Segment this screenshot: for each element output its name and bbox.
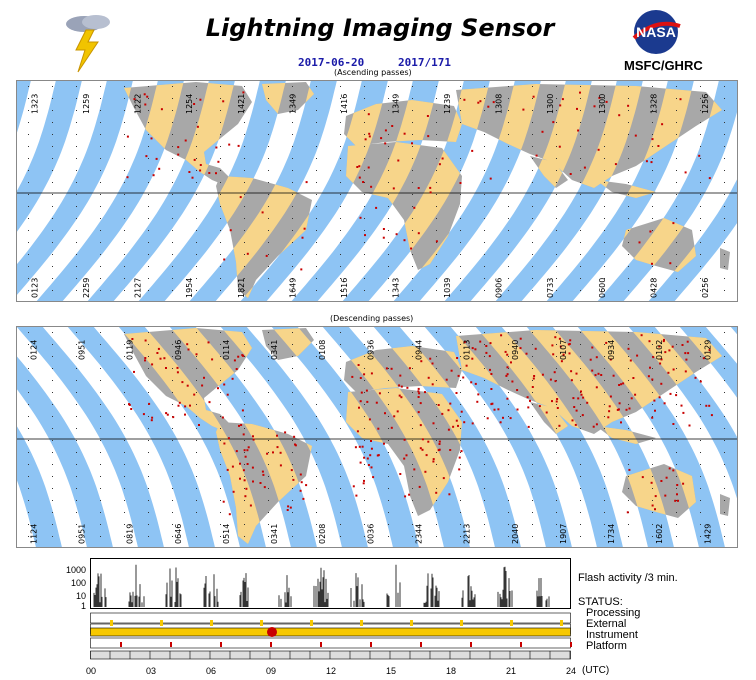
org-label: MSFC/GHRC [624,58,703,73]
instrument-event-marker [267,627,277,637]
y-tick-1: 1 [80,601,86,611]
nasa-logo: NASA [628,8,684,56]
orbit-label-bottom: 1039 [443,278,452,298]
y-tick-10: 10 [75,591,86,601]
status-external: External [586,618,627,630]
orbit-label-top: 1308 [495,94,504,114]
status-title: STATUS: [578,596,623,608]
orbit-label-bottom: 1429 [703,524,712,544]
status-platform: Platform [586,640,627,652]
orbit-label-top: 1349 [288,94,297,114]
x-tick-15: 15 [385,666,396,676]
orbit-label-bottom: 0646 [174,524,183,544]
orbit-label-top: 1256 [701,94,710,114]
orbit-label-bottom: 2213 [463,524,472,544]
orbit-label-top: 0129 [703,340,712,360]
orbit-label-top: 0119 [126,340,135,360]
orbit-label-top: 1421 [237,94,246,114]
flash-activity-label: Flash activity /3 min. [578,572,678,584]
orbit-label-top: 1222 [134,94,143,114]
orbit-label-bottom: 2040 [511,524,520,544]
orbit-label-bottom: 0951 [78,524,87,544]
orbit-label-bottom: 0600 [598,278,607,298]
instrument-status-bar [90,627,571,637]
orbit-label-top: 1300 [598,94,607,114]
orbit-label-top: 1328 [649,94,658,114]
orbit-label-top: 0936 [366,340,375,360]
orbit-label-bottom: 0906 [495,278,504,298]
orbit-label-top: 0114 [222,340,231,360]
x-tick-06: 06 [205,666,216,676]
date-label: 2017-06-20 [298,56,365,69]
orbit-label-bottom: 0256 [701,278,710,298]
orbit-label-top: 0124 [29,340,38,360]
x-unit-label: (UTC) [582,665,610,676]
orbit-label-bottom: 1124 [29,524,38,544]
day-of-year-label: 2017/171 [398,56,451,69]
orbit-label-top: 0108 [318,340,327,360]
status-processing: Processing [586,607,641,619]
orbit-label-bottom: 2259 [82,278,91,298]
lightning-logo-icon [60,8,116,74]
orbit-label-bottom: 1343 [392,278,401,298]
ascending-label: (Ascending passes) [334,68,412,77]
x-tick-03: 03 [145,666,156,676]
orbit-label-top: 1416 [340,94,349,114]
orbit-label-top: 0940 [511,340,520,360]
orbit-label-top: 0944 [415,340,424,360]
y-tick-1000: 1000 [65,565,86,575]
orbit-label-bottom: 0341 [270,524,279,544]
orbit-label-top: 0341 [270,340,279,360]
x-tick-00: 00 [85,666,96,676]
orbit-label-bottom: 1907 [559,524,568,544]
descending-map: 0124 0951 0119 0946 0114 0341 0108 0936 0944 0113… [16,326,738,548]
y-tick-100: 100 [70,578,86,588]
orbit-label-bottom: 0208 [318,524,327,544]
orbit-label-bottom: 0123 [31,278,40,298]
x-tick-12: 12 [325,666,336,676]
x-tick-18: 18 [445,666,456,676]
orbit-label-top: 1300 [546,94,555,114]
orbit-label-top: 0934 [607,340,616,360]
orbit-label-top: 1323 [31,94,40,114]
orbit-label-top: 1239 [443,94,452,114]
orbit-label-top: 0951 [78,340,87,360]
x-tick-24: 24 [565,666,576,676]
orbit-label-top: 0946 [174,340,183,360]
orbit-label-bottom: 1734 [607,524,616,544]
descending-label: (Descending passes) [330,314,414,323]
x-tick-09: 09 [265,666,276,676]
orbit-label-bottom: 0733 [546,278,555,298]
orbit-label-top: 1254 [185,94,194,114]
orbit-label-top: 0107 [559,340,568,360]
page-title: Lightning Imaging Sensor [205,14,555,42]
orbit-label-top: 1259 [82,94,91,114]
ascending-map: 1323 1259 1222 1254 1421 1349 1416 1349 1239 1308… [16,80,738,302]
orbit-label-top: 0113 [463,340,472,360]
orbit-label-bottom: 1649 [288,278,297,298]
orbit-label-bottom: 1954 [185,278,194,298]
orbit-label-bottom: 0036 [366,524,375,544]
status-instrument: Instrument [586,629,638,641]
orbit-label-bottom: 1516 [340,278,349,298]
orbit-label-bottom: 2127 [134,278,143,298]
activity-chart [90,558,572,660]
svg-text:NASA: NASA [636,24,676,40]
orbit-label-bottom: 0514 [222,524,231,544]
orbit-label-bottom: 2344 [415,524,424,544]
orbit-label-top: 1349 [392,94,401,114]
x-tick-21: 21 [505,666,516,676]
orbit-label-bottom: 1602 [655,524,664,544]
orbit-label-bottom: 1821 [237,278,246,298]
orbit-label-bottom: 0819 [126,524,135,544]
orbit-label-bottom: 0428 [649,278,658,298]
orbit-label-top: 0102 [655,340,664,360]
